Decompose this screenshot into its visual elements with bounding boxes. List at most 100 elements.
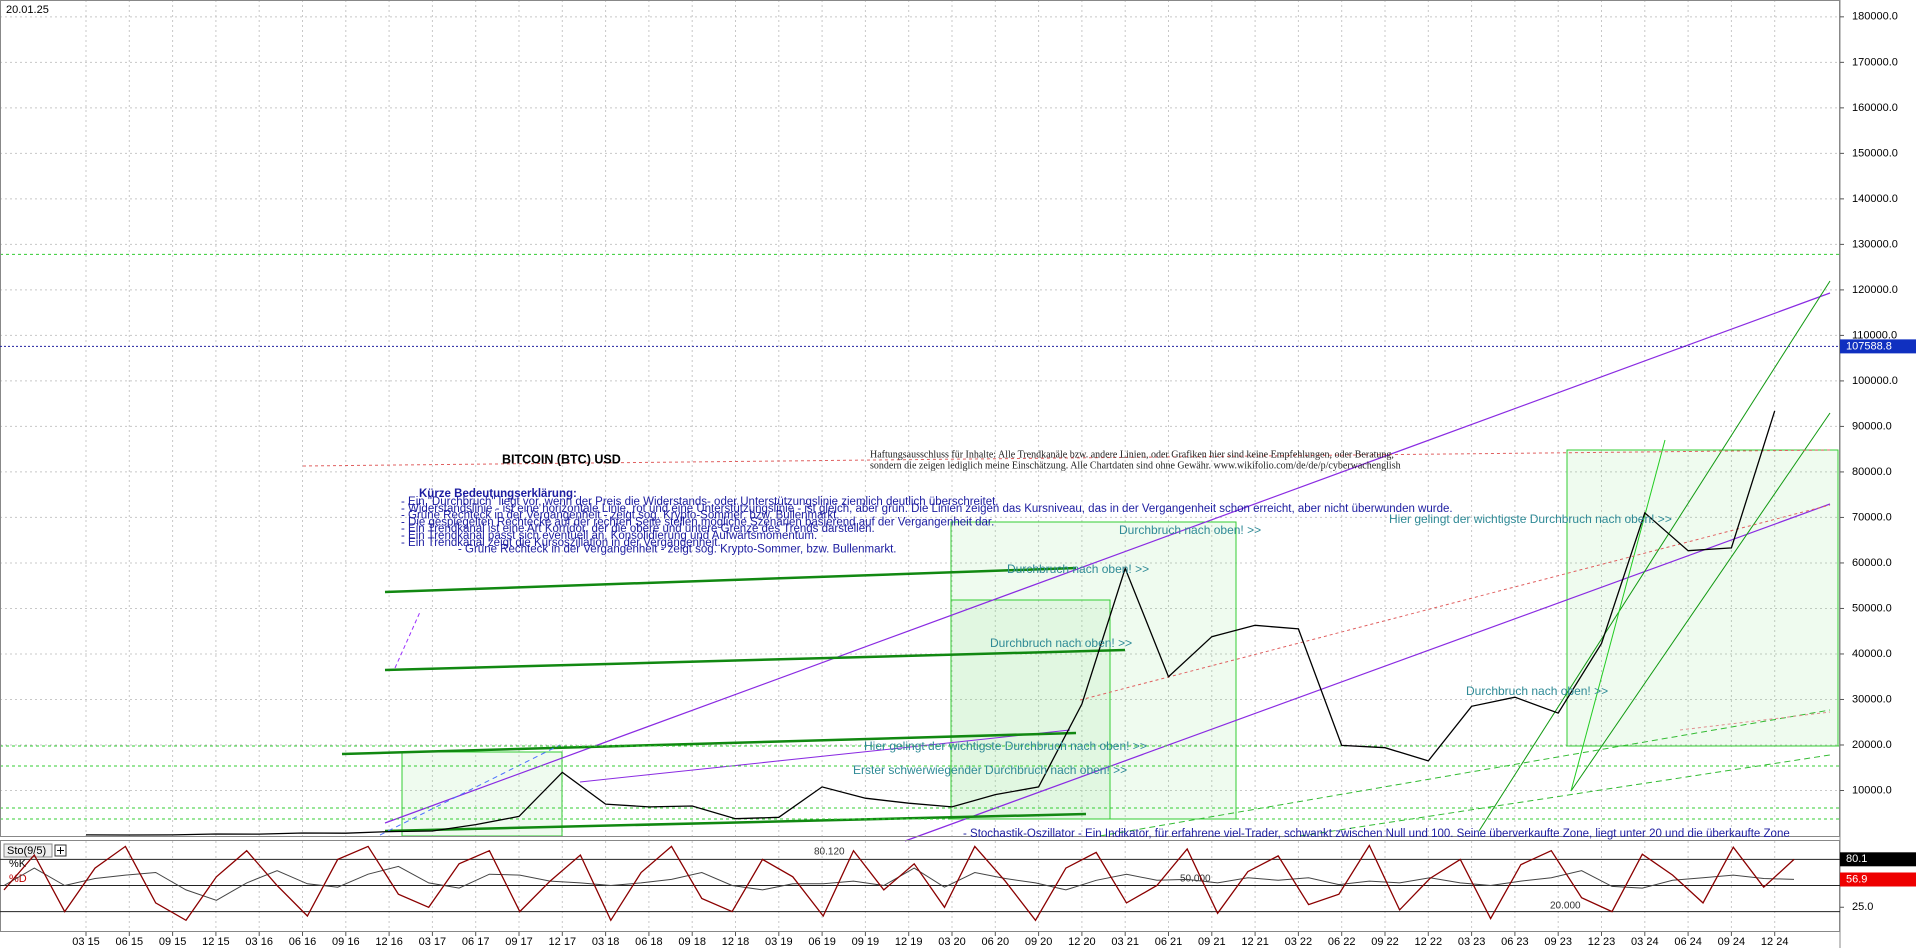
y-tick-label: 130000.0 [1852,238,1898,250]
y-tick-label: 90000.0 [1852,420,1892,432]
d-label: %D [9,873,27,885]
x-tick-label: 12 17 [549,936,577,948]
add-icon [57,847,64,854]
y-tick-label: 180000.0 [1852,11,1898,23]
y-tick-label: 80000.0 [1852,466,1892,478]
x-tick-label: 06 18 [635,936,663,948]
y-tick-label: 20000.0 [1852,739,1892,751]
y-tick-label: 120000.0 [1852,284,1898,296]
last-price-label: 107588.8 [1846,340,1892,352]
x-tick-label: 03 15 [72,936,100,948]
x-tick-label: 09 17 [505,936,533,948]
explanation-line: - Ein Trendkanal ist eine Art Korridor, … [401,523,875,535]
y-tick-label: 40000.0 [1852,648,1892,660]
x-tick-label: 12 19 [895,936,923,948]
stochastic-k [3,844,1795,922]
channel-line [1570,439,1666,792]
x-tick-label: 09 19 [852,936,880,948]
x-tick-label: 06 21 [1155,936,1183,948]
annotation: Durchbruch nach oben! >> [1007,562,1149,576]
explanation-line: - Widerstandslinie - ist eine horizontal… [401,503,1453,515]
channel-line [1570,412,1831,792]
x-tick-label: 12 15 [202,936,230,948]
annotation: Durchbruch nach oben! >> [990,636,1132,650]
x-tick-label: 09 15 [159,936,187,948]
channel-line [1478,280,1831,832]
stochastic-level-text: 50.000 [1180,874,1211,885]
explanation-line: - Ein Trendkanal zeigt die Kursoszillati… [401,537,721,549]
x-tick-label: 03 19 [765,936,793,948]
summer-rectangle [950,599,1111,820]
last-price-box [1840,339,1916,354]
trend-line [394,611,421,669]
channel-line [1099,709,1831,837]
y-tick-label: 30000.0 [1852,693,1892,705]
x-tick-label: 09 24 [1718,936,1746,948]
x-tick-label: 03 18 [592,936,620,948]
chart-date: 20.01.25 [6,4,49,16]
d-last-box [1840,872,1916,887]
d-last-label: 56.9 [1846,873,1867,885]
x-tick-label: 09 21 [1198,936,1226,948]
stochastic-level-text: 80.120 [814,847,845,858]
x-tick-label: 09 16 [332,936,360,948]
x-tick-label: 06 19 [808,936,836,948]
annotation: Hier gelingt der wichtigste Durchbruch n… [864,739,1147,753]
x-tick-label: 12 23 [1588,936,1616,948]
x-tick-label: 12 20 [1068,936,1096,948]
x-tick-label: 09 23 [1544,936,1572,948]
x-tick-label: 03 21 [1111,936,1139,948]
x-tick-label: 12 21 [1241,936,1269,948]
k-label: %K [9,858,27,870]
explanation-line: - Grüne Rechteck in der Vergangenheit - … [401,510,839,522]
trend-line [579,729,1071,783]
annotation: Hier gelingt der wichtigste Durchbruch n… [1389,512,1672,526]
y-tick-label: 25.0 [1852,901,1873,913]
support-line [384,812,1087,833]
y-tick-label: 70000.0 [1852,511,1892,523]
x-tick-label: 03 24 [1631,936,1659,948]
x-tick-label: 03 17 [419,936,447,948]
explanation-line: - Ein Trendkanal passt sich eventuell an… [401,530,817,542]
support-line [384,648,1126,672]
y-tick-label: 160000.0 [1852,102,1898,114]
annotation: Erster schwerwiegender Durchbruch nach o… [853,763,1127,777]
y-tick-label: 50000.0 [1852,602,1892,614]
k-last-box [1840,852,1916,867]
stochastic-level-text: 20.000 [1550,901,1581,912]
y-tick-label: 140000.0 [1852,193,1898,205]
disclaimer-line: Haftungsausschluss für Inhalte: Alle Tre… [870,449,1394,460]
x-tick-label: 03 22 [1285,936,1313,948]
support-line [341,731,1077,756]
x-tick-label: 12 16 [375,936,403,948]
resistance-line [302,449,1831,467]
x-tick-label: 06 16 [289,936,317,948]
trend-line [384,292,1831,824]
annotation: Durchbruch nach oben! >> [1119,523,1261,537]
x-tick-label: 06 15 [116,936,144,948]
y-tick-label: 150000.0 [1852,147,1898,159]
summer-rectangle [1566,449,1839,747]
x-tick-label: 09 22 [1371,936,1399,948]
y-tick-label: 10000.0 [1852,784,1892,796]
disclaimer-line: sondern die zeigen lediglich meine Einsc… [870,460,1401,471]
x-tick-label: 03 20 [938,936,966,948]
y-tick-label: 110000.0 [1852,329,1897,341]
x-tick-label: 06 20 [982,936,1010,948]
trend-line [904,503,1831,842]
indicator-tab[interactable] [3,843,53,858]
annotation: - Stochastik-Oszillator - Ein Indikator,… [963,828,1790,840]
y-tick-label: 100000.0 [1852,375,1898,387]
chart-title: BITCOIN (BTC) USD [502,452,621,466]
k-last-label: 80.1 [1846,853,1867,865]
trend-line [379,744,561,836]
support-line [384,566,1077,594]
y-tick-label: 60000.0 [1852,557,1892,569]
x-tick-label: 12 18 [722,936,750,948]
explanation-line: - Die gespiegelten Rechtecke auf der rec… [401,516,994,528]
x-tick-label: 12 24 [1761,936,1789,948]
explanation-line: - Grüne Rechteck in der Vergangenheit - … [458,544,896,556]
x-tick-label: 09 20 [1025,936,1053,948]
legend-heading: Kürze Bedeutungserklärung: [419,488,577,500]
